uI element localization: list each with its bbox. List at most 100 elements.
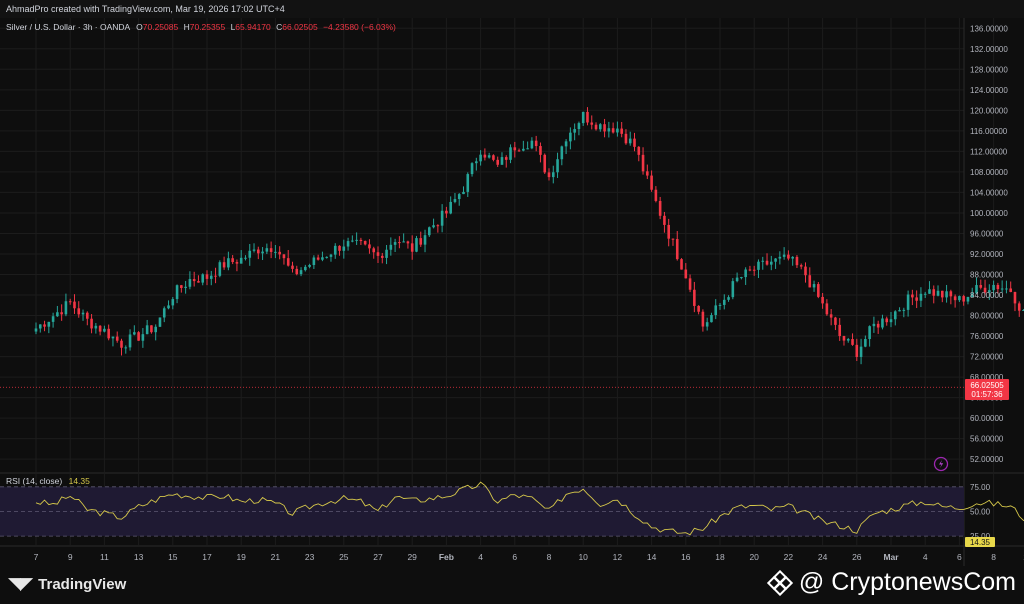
time-tick-label: 6: [957, 552, 962, 562]
candle-body: [175, 285, 179, 300]
time-tick-label: 13: [134, 552, 144, 562]
candle-body: [881, 318, 884, 328]
candle-body: [34, 328, 38, 332]
symbol-legend: Silver / U.S. Dollar · 3h · OANDA O70.25…: [6, 22, 396, 32]
candle-body: [949, 291, 953, 297]
candle-body: [192, 279, 196, 282]
candle-body: [774, 258, 777, 262]
chart-area[interactable]: 136.00000 132.00000 128.00000 124.00000 120.…: [0, 18, 1024, 566]
candle-body: [81, 312, 85, 315]
price-tick-label: 128.00000: [970, 65, 1008, 74]
tradingview-logo[interactable]: ◥◤ TradingView: [8, 574, 126, 594]
rsi-band: [0, 486, 964, 537]
candle-body: [150, 325, 153, 333]
candle-body: [744, 269, 747, 278]
time-tick-label: Feb: [439, 552, 454, 562]
candle-body: [688, 278, 692, 290]
candle-body: [551, 172, 555, 178]
attribution-text: AhmadPro created with TradingView.com, M…: [6, 4, 285, 14]
cryptonews-logo: @ CryptonewsCom: [766, 568, 1016, 597]
low-label: L: [231, 22, 236, 32]
candle-body: [38, 324, 42, 329]
candle-body: [778, 256, 782, 259]
grid: [0, 18, 995, 545]
candle-body: [278, 251, 281, 255]
time-tick-label: 23: [305, 552, 315, 562]
candle-body: [376, 252, 380, 256]
candle-body: [919, 293, 923, 301]
rsi-legend: RSI (14, close) 14.35: [6, 476, 90, 486]
candle-body: [94, 325, 98, 329]
candle-body: [522, 148, 525, 151]
candle-body: [244, 257, 247, 259]
time-tick-label: Mar: [883, 552, 899, 562]
candle-body: [885, 318, 889, 323]
candle-body: [795, 256, 799, 266]
open-label: O: [136, 22, 143, 32]
time-tick-label: 8: [991, 552, 996, 562]
candle-body: [633, 138, 636, 147]
candle-body: [581, 111, 585, 124]
candle-body: [693, 289, 696, 306]
price-tick-label: 68.00000: [970, 373, 1004, 382]
candle-body: [829, 314, 833, 318]
candle-body: [530, 140, 534, 149]
candle-body: [731, 281, 735, 298]
candle-body: [953, 296, 957, 301]
candle-body: [64, 301, 68, 315]
candle-body: [599, 124, 602, 130]
candle-body: [923, 293, 927, 295]
rsi-pane: 75.00 50.00 25.00: [0, 481, 1024, 541]
candle-body: [658, 200, 662, 216]
candle-body: [398, 242, 401, 244]
close-value: 66.02505: [282, 22, 318, 32]
rsi-line: [35, 481, 1024, 536]
price-chart[interactable]: 136.00000 132.00000 128.00000 124.00000 120.…: [0, 18, 1024, 566]
candle-body: [124, 347, 128, 349]
candle-body: [864, 339, 867, 347]
candle-body: [979, 285, 983, 288]
close-label: C: [276, 22, 282, 32]
candle-body: [282, 254, 286, 259]
candle-body: [295, 268, 299, 275]
candle-body: [577, 123, 581, 130]
candle-body: [509, 147, 512, 160]
candle-body: [492, 155, 495, 160]
candle-body: [487, 155, 491, 158]
candle-body: [906, 294, 910, 310]
candle-body: [851, 339, 854, 345]
candle-body: [556, 159, 559, 173]
candle-body: [368, 244, 371, 249]
candle-body: [115, 336, 119, 341]
main-pane-bg: [0, 18, 964, 472]
time-axis[interactable]: 7 9 11 13 15 17 19 21 23 25 27 29 Feb 4 6 8 10 12 14 16 18 20…: [34, 552, 1024, 562]
attribution-bar: AhmadPro created with TradingView.com, M…: [0, 0, 1024, 18]
candle-body: [500, 157, 504, 165]
candle-body: [180, 285, 183, 288]
candle-body: [141, 334, 145, 341]
tradingview-mark-icon: ◥◤: [8, 574, 33, 594]
candle-body: [158, 317, 162, 327]
candle-body: [560, 146, 564, 160]
price-tick-label: 112.00000: [970, 147, 1008, 156]
candle-body: [594, 124, 598, 130]
candle-body: [205, 274, 209, 279]
candle-body: [504, 157, 508, 160]
candle-body: [321, 257, 324, 260]
candle-body: [261, 251, 264, 254]
price-tick-label: 108.00000: [970, 168, 1008, 177]
candle-body: [834, 317, 837, 325]
candle-body: [761, 260, 765, 262]
time-tick-label: 6: [512, 552, 517, 562]
candle-body: [705, 322, 709, 327]
candle-body: [697, 305, 700, 312]
rsi-value-text: 14.35: [970, 538, 991, 547]
candle-body: [970, 293, 974, 297]
candle-body: [338, 245, 341, 251]
candle-body: [496, 159, 499, 165]
candle-body: [928, 289, 931, 294]
candle-body: [402, 241, 405, 243]
candle-body: [992, 284, 995, 291]
lightning-icon[interactable]: [933, 456, 949, 472]
candle-body: [996, 284, 1000, 290]
